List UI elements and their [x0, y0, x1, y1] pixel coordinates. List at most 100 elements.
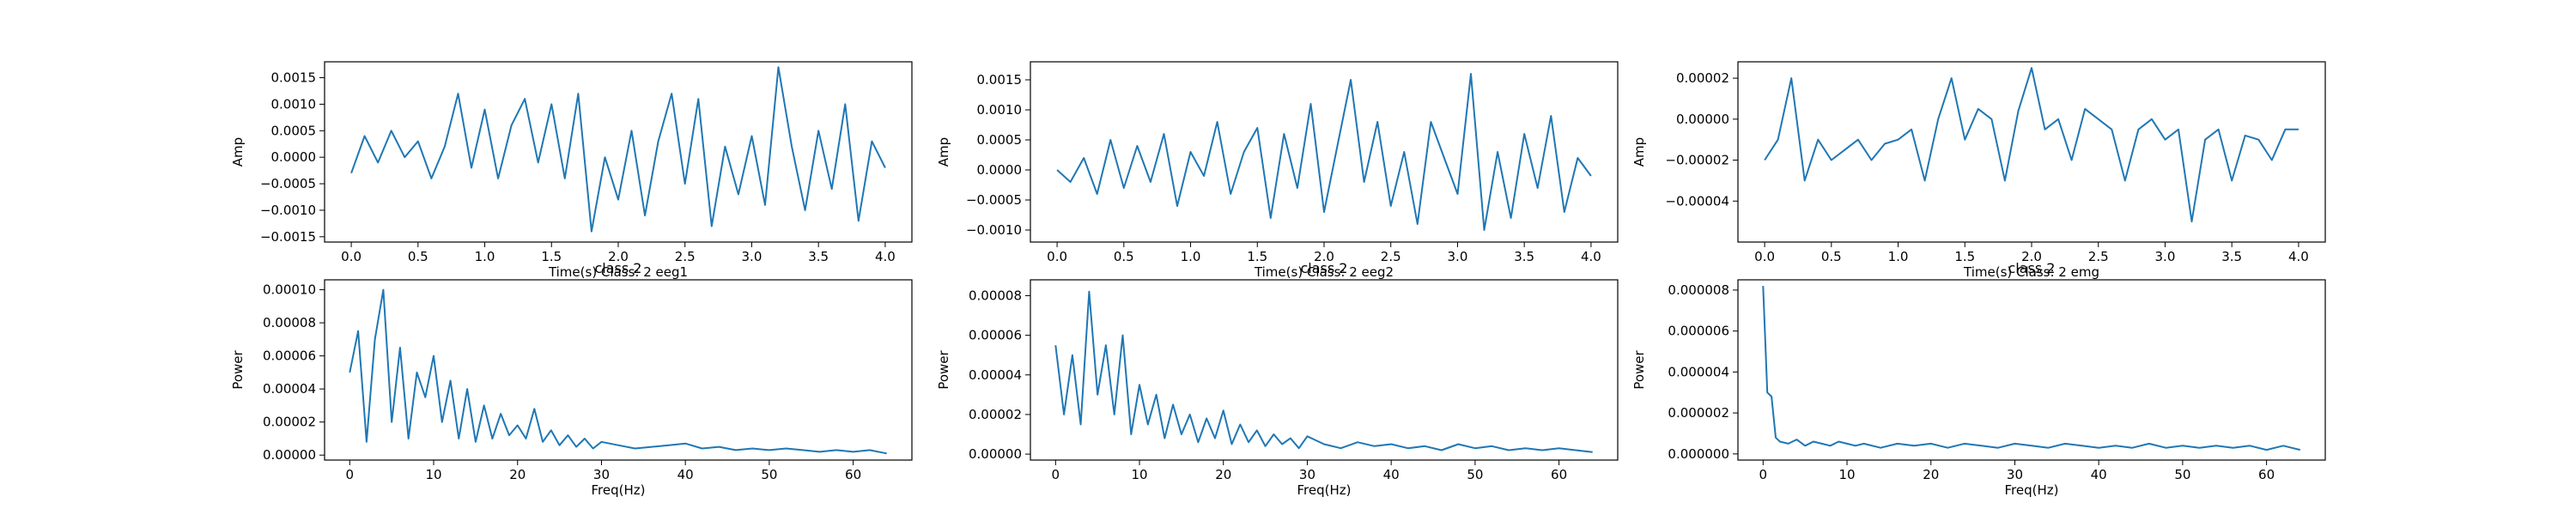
x-tick-label: 4.0 — [875, 249, 896, 264]
overlap-title: class 2 — [1301, 260, 1348, 276]
y-tick-label: 0.00004 — [263, 381, 316, 397]
y-axis-label: Power — [936, 349, 951, 389]
overlap-title: class 2 — [595, 260, 642, 276]
overlap-title: class 2 — [2008, 260, 2056, 276]
y-tick-label: 0.0005 — [271, 123, 317, 138]
x-axis-label: Freq(Hz) — [2005, 482, 2059, 498]
subplot-3: 0.0 0.5 1.0 1.5 2.0 2.5 3.0 3.5 4.0 −0.00004 −0.00… — [1631, 61, 2326, 280]
x-tick-label: 3.5 — [1514, 249, 1534, 264]
x-tick-label: 1.5 — [541, 249, 562, 264]
y-tick-label: 0.00000 — [263, 447, 316, 463]
y-tick-label: −0.00004 — [1665, 193, 1729, 209]
x-tick-label: 0 — [346, 467, 355, 482]
x-tick-label: 20 — [1215, 467, 1231, 482]
axes-frame — [1737, 279, 2326, 461]
x-tick-label: 3.0 — [2155, 249, 2176, 264]
y-tick-label: 0.00008 — [263, 315, 316, 330]
x-tick-label: 60 — [2258, 467, 2275, 482]
y-tick-label: 0.00010 — [263, 282, 316, 298]
y-tick-label: 0.00002 — [1676, 70, 1729, 86]
x-axis-label: Time(s) Class: 2 eeg2 — [1254, 264, 1394, 280]
x-tick-label: 20 — [509, 467, 526, 482]
x-tick-label: 40 — [1383, 467, 1400, 482]
series-line — [1762, 286, 2300, 451]
subplot-5: 0 10 20 30 40 50 60 0.00000 0.00002 0.00004 0.0000… — [936, 279, 1619, 498]
axes-frame — [1030, 61, 1619, 243]
y-tick-label: 0.0015 — [271, 70, 317, 86]
y-tick-label: −0.0010 — [260, 203, 316, 218]
x-tick-label: 1.5 — [1954, 249, 1975, 264]
x-axis-label: Freq(Hz) — [592, 482, 646, 498]
y-tick-label: 0.0005 — [977, 132, 1023, 148]
y-tick-label: −0.0010 — [966, 222, 1022, 238]
x-tick-label: 2.0 — [1314, 249, 1334, 264]
y-tick-label: 0.0015 — [977, 72, 1023, 88]
axes-frame — [324, 279, 913, 461]
y-axis-label: Amp — [936, 137, 951, 167]
y-tick-label: 0.00002 — [263, 415, 316, 430]
y-tick-label: 0.0000 — [977, 162, 1023, 178]
y-tick-label: 0.00000 — [969, 446, 1022, 462]
x-tick-label: 3.5 — [2221, 249, 2242, 264]
x-tick-label: 0.0 — [1047, 249, 1067, 264]
y-tick-label: 0.00000 — [1676, 112, 1729, 127]
y-tick-label: 0.0000 — [271, 149, 317, 165]
x-tick-label: 20 — [1923, 467, 1939, 482]
x-tick-label: 0.0 — [341, 249, 361, 264]
axes-frame — [1030, 279, 1619, 461]
x-tick-label: 2.5 — [675, 249, 696, 264]
y-tick-label: 0.00004 — [969, 367, 1022, 383]
y-tick-label: 0.00002 — [969, 407, 1022, 422]
series-line — [1054, 290, 1593, 453]
x-tick-label: 10 — [1131, 467, 1147, 482]
y-tick-label: 0.00008 — [969, 288, 1022, 303]
y-axis-label: Power — [230, 349, 246, 389]
series-line — [1056, 73, 1592, 231]
x-tick-label: 0.5 — [408, 249, 428, 264]
y-axis-label: Amp — [1631, 137, 1647, 167]
x-tick-label: 30 — [593, 467, 610, 482]
series-line — [1764, 67, 2299, 223]
x-tick-label: 1.0 — [475, 249, 495, 264]
x-tick-label: 0 — [1759, 467, 1768, 482]
subplot-4: 0 10 20 30 40 50 60 0.00000 0.00002 0.00004 0.0000… — [230, 279, 913, 498]
y-tick-label: 0.000002 — [1668, 405, 1729, 421]
x-tick-label: 60 — [1551, 467, 1567, 482]
x-tick-label: 0.5 — [1114, 249, 1134, 264]
x-tick-label: 50 — [1467, 467, 1483, 482]
subplot-6: 0 10 20 30 40 50 60 0.000000 0.000002 0.000004 0.0… — [1631, 279, 2326, 498]
x-tick-label: 40 — [677, 467, 694, 482]
y-tick-label: 0.00006 — [969, 328, 1022, 343]
x-tick-label: 1.5 — [1247, 249, 1267, 264]
y-tick-label: −0.0005 — [966, 192, 1022, 208]
series-line — [350, 66, 886, 233]
x-tick-label: 10 — [425, 467, 441, 482]
x-tick-label: 0 — [1052, 467, 1060, 482]
y-tick-label: 0.0010 — [271, 96, 317, 112]
x-tick-label: 3.5 — [808, 249, 829, 264]
y-tick-label: −0.00002 — [1665, 153, 1729, 168]
x-tick-label: 2.5 — [2088, 249, 2109, 264]
x-axis-label: Time(s) Class: 2 eeg1 — [548, 264, 688, 280]
y-tick-label: 0.00006 — [263, 348, 316, 364]
x-axis-label: Time(s) Class: 2 emg — [1963, 264, 2099, 280]
y-tick-label: 0.000000 — [1668, 446, 1729, 462]
x-tick-label: 30 — [1299, 467, 1315, 482]
y-tick-label: 0.000008 — [1668, 282, 1729, 298]
x-tick-label: 40 — [2091, 467, 2107, 482]
x-tick-label: 60 — [845, 467, 861, 482]
subplot-2: 0.0 0.5 1.0 1.5 2.0 2.5 3.0 3.5 4.0 −0.0010 −0.000… — [936, 61, 1619, 280]
x-tick-label: 0.0 — [1754, 249, 1775, 264]
x-tick-label: 10 — [1838, 467, 1855, 482]
x-tick-label: 50 — [761, 467, 777, 482]
x-tick-label: 30 — [2007, 467, 2023, 482]
x-tick-label: 0.5 — [1821, 249, 1842, 264]
x-tick-label: 2.0 — [608, 249, 629, 264]
y-tick-label: 0.000006 — [1668, 324, 1729, 339]
x-axis-label: Freq(Hz) — [1297, 482, 1352, 498]
y-tick-label: 0.0010 — [977, 102, 1023, 118]
x-tick-label: 3.0 — [1448, 249, 1468, 264]
y-axis-label: Amp — [230, 137, 246, 167]
y-tick-label: 0.000004 — [1668, 364, 1729, 379]
x-tick-label: 50 — [2174, 467, 2190, 482]
